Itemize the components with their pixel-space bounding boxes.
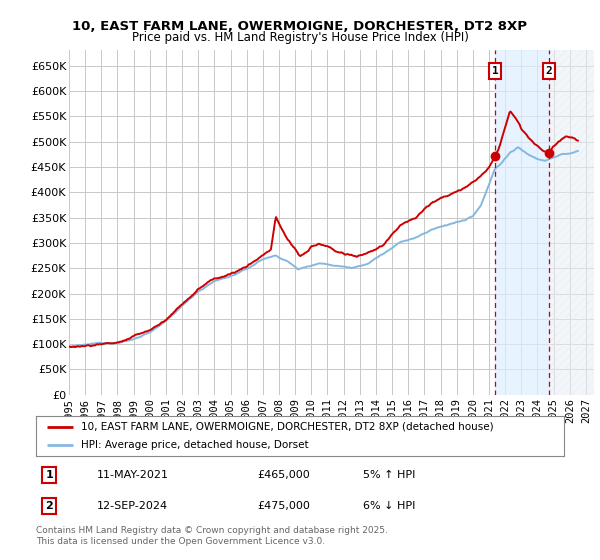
Text: 6% ↓ HPI: 6% ↓ HPI: [364, 501, 416, 511]
Text: £475,000: £475,000: [258, 501, 311, 511]
Text: HPI: Average price, detached house, Dorset: HPI: Average price, detached house, Dors…: [81, 440, 308, 450]
Text: 2: 2: [545, 66, 553, 76]
Bar: [549, 50, 594, 395]
Text: 10, EAST FARM LANE, OWERMOIGNE, DORCHESTER, DT2 8XP (detached house): 10, EAST FARM LANE, OWERMOIGNE, DORCHEST…: [81, 422, 494, 432]
Text: 10, EAST FARM LANE, OWERMOIGNE, DORCHESTER, DT2 8XP: 10, EAST FARM LANE, OWERMOIGNE, DORCHEST…: [73, 20, 527, 32]
Text: Price paid vs. HM Land Registry's House Price Index (HPI): Price paid vs. HM Land Registry's House …: [131, 31, 469, 44]
Text: 1: 1: [491, 66, 499, 76]
Text: 11-MAY-2021: 11-MAY-2021: [97, 470, 169, 480]
Text: 12-SEP-2024: 12-SEP-2024: [97, 501, 168, 511]
Text: £465,000: £465,000: [258, 470, 311, 480]
Bar: [495, 50, 549, 395]
Text: Contains HM Land Registry data © Crown copyright and database right 2025.
This d: Contains HM Land Registry data © Crown c…: [36, 526, 388, 546]
Text: 2: 2: [46, 501, 53, 511]
Text: 1: 1: [46, 470, 53, 480]
Text: 5% ↑ HPI: 5% ↑ HPI: [364, 470, 416, 480]
